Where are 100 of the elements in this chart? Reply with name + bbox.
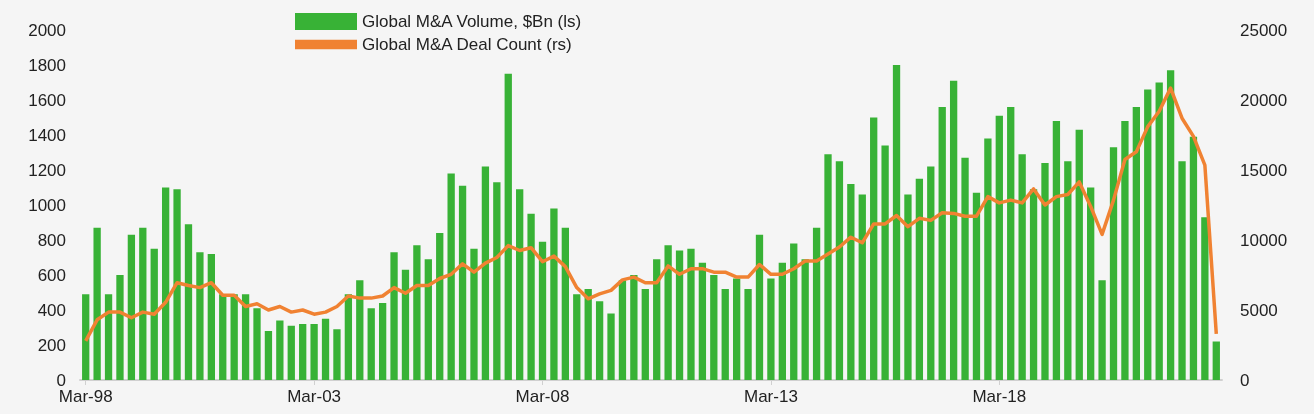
bar <box>253 308 261 380</box>
bar <box>1166 70 1175 380</box>
bar <box>618 280 627 380</box>
y2-tick-label: 15000 <box>1240 160 1288 180</box>
y-tick-label: 600 <box>37 265 66 285</box>
y-tick-label: 1200 <box>28 160 66 180</box>
bar <box>801 259 809 380</box>
bar <box>687 248 695 380</box>
bar <box>390 252 398 380</box>
bar <box>116 275 124 380</box>
bar <box>972 192 981 380</box>
bar <box>847 184 855 380</box>
bar <box>904 194 912 380</box>
bar <box>675 250 684 380</box>
bar <box>241 294 250 380</box>
bar <box>1007 107 1015 380</box>
bar <box>367 308 375 380</box>
bar <box>1041 163 1049 380</box>
bar <box>378 303 387 380</box>
bar <box>767 278 775 380</box>
bar <box>573 294 581 380</box>
bar <box>493 182 501 380</box>
bar <box>607 313 615 380</box>
bar <box>584 289 592 380</box>
y-tick-label: 0 <box>56 370 66 390</box>
bar <box>915 178 924 380</box>
bar <box>344 294 353 380</box>
y2-tick-label: 10000 <box>1240 230 1288 250</box>
legend-label: Global M&A Deal Count (rs) <box>362 35 572 54</box>
bar <box>1087 187 1095 380</box>
bar <box>744 289 752 380</box>
bar <box>1178 161 1186 380</box>
bar <box>1075 129 1083 380</box>
bar <box>1098 280 1106 380</box>
bar <box>778 262 786 380</box>
bar <box>321 318 330 380</box>
y-tick-label: 1800 <box>28 55 66 75</box>
bar <box>938 107 946 380</box>
bar <box>93 227 101 380</box>
bar <box>436 233 444 380</box>
bar <box>104 294 113 380</box>
x-tick-label: Mar-98 <box>58 387 113 406</box>
bar <box>1109 147 1118 380</box>
y-tick-label: 200 <box>37 335 66 355</box>
y-tick-label: 1000 <box>28 195 66 215</box>
bar <box>1029 189 1038 380</box>
bar <box>1189 136 1198 380</box>
bar <box>858 194 866 380</box>
bar <box>264 331 273 380</box>
bar <box>927 166 935 380</box>
y2-tick-label: 0 <box>1240 370 1250 390</box>
bar <box>356 280 364 380</box>
legend-label: Global M&A Volume, $Bn (ls) <box>362 12 582 31</box>
bar <box>721 289 729 380</box>
bar <box>1201 217 1209 380</box>
bar <box>755 234 764 380</box>
y2-tick-label: 20000 <box>1240 90 1288 110</box>
bar <box>127 234 136 380</box>
bar <box>949 80 958 380</box>
bar <box>447 173 455 380</box>
bar <box>984 138 992 380</box>
bar <box>641 289 649 380</box>
x-tick-label: Mar-18 <box>972 387 1027 406</box>
bar <box>835 161 844 380</box>
bar <box>790 243 798 380</box>
bar <box>333 329 341 380</box>
line-series <box>83 86 1219 343</box>
bar <box>527 213 535 380</box>
bar <box>1155 82 1163 380</box>
bar <box>230 294 238 380</box>
bar <box>207 254 215 380</box>
y-tick-label: 800 <box>37 230 66 250</box>
bar <box>1052 121 1061 380</box>
bar <box>413 245 421 380</box>
y-tick-label: 400 <box>37 300 66 320</box>
bar <box>1132 107 1140 380</box>
bar <box>504 73 512 380</box>
bar <box>1018 154 1026 380</box>
bar <box>276 320 284 380</box>
bar <box>995 115 1003 380</box>
bar <box>1121 121 1129 380</box>
y-tick-label: 1600 <box>28 90 66 110</box>
bar <box>892 65 901 380</box>
bar <box>516 189 524 380</box>
bar <box>470 248 478 380</box>
bar <box>196 252 204 380</box>
bar <box>287 325 295 380</box>
bar <box>173 189 181 380</box>
y2-tick-label: 5000 <box>1240 300 1278 320</box>
bar <box>595 301 604 380</box>
bar <box>162 187 170 380</box>
bar <box>550 208 558 380</box>
bar <box>812 227 821 380</box>
bar <box>653 259 661 380</box>
bar <box>630 275 638 380</box>
bar <box>710 275 718 380</box>
bar <box>961 157 969 380</box>
bar <box>150 248 158 380</box>
bar <box>1212 341 1220 380</box>
bar <box>82 294 90 380</box>
